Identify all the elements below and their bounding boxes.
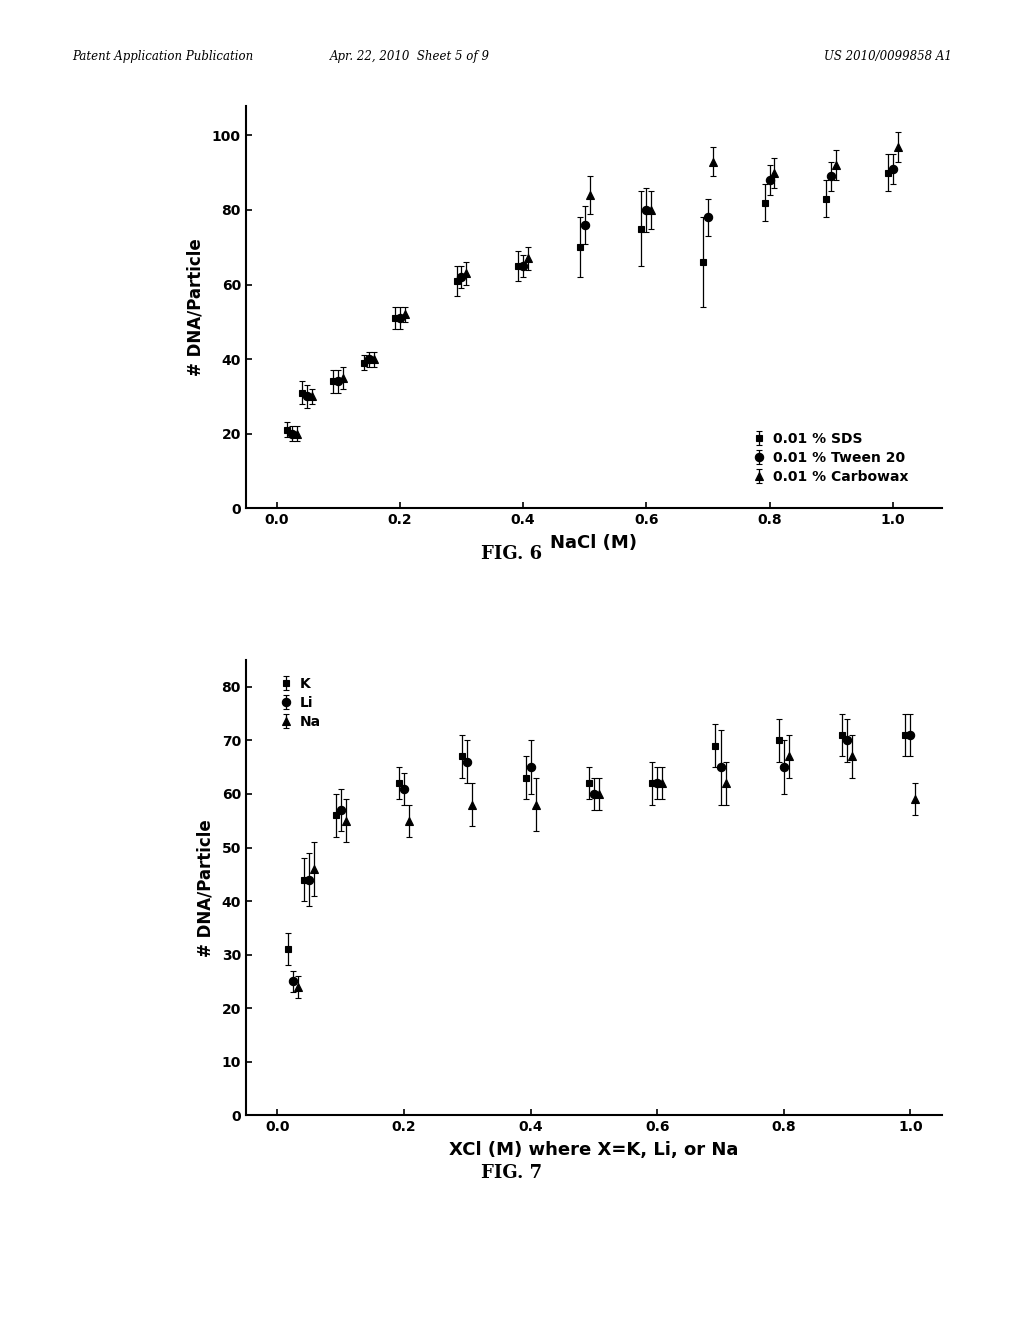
Legend: K, Li, Na: K, Li, Na	[273, 672, 327, 734]
Text: FIG. 6: FIG. 6	[481, 545, 543, 564]
Text: US 2010/0099858 A1: US 2010/0099858 A1	[824, 50, 952, 63]
Legend: 0.01 % SDS, 0.01 % Tween 20, 0.01 % Carbowax: 0.01 % SDS, 0.01 % Tween 20, 0.01 % Carb…	[746, 426, 914, 490]
X-axis label: NaCl (M): NaCl (M)	[551, 535, 637, 552]
Text: FIG. 7: FIG. 7	[481, 1164, 543, 1183]
X-axis label: XCl (M) where X=K, Li, or Na: XCl (M) where X=K, Li, or Na	[450, 1142, 738, 1159]
Text: Patent Application Publication: Patent Application Publication	[72, 50, 253, 63]
Y-axis label: # DNA/Particle: # DNA/Particle	[187, 238, 205, 376]
Text: Apr. 22, 2010  Sheet 5 of 9: Apr. 22, 2010 Sheet 5 of 9	[330, 50, 489, 63]
Y-axis label: # DNA/Particle: # DNA/Particle	[197, 818, 215, 957]
